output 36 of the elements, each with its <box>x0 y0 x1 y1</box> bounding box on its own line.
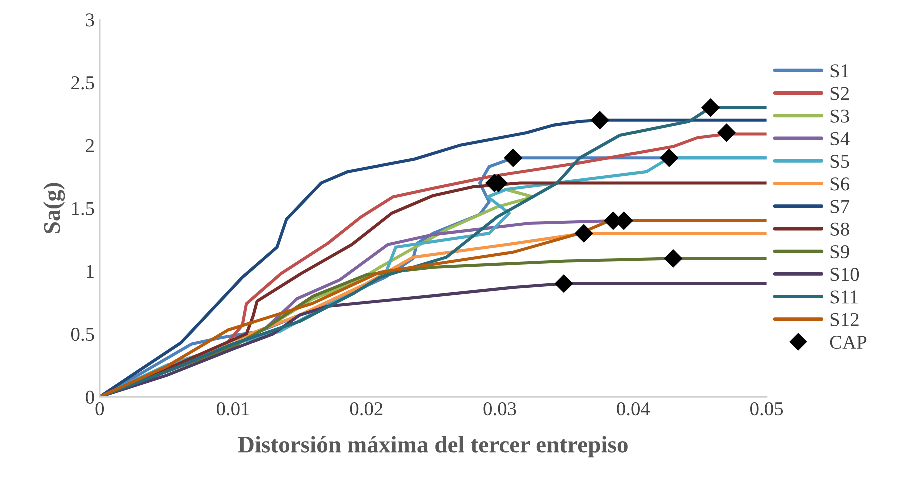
x-tick-label: 0.04 <box>617 402 650 416</box>
legend-label: S5 <box>830 155 850 168</box>
legend-label: S7 <box>830 200 850 214</box>
legend-label: S10 <box>830 268 860 282</box>
legend-label: S1 <box>830 64 849 78</box>
y-tick-label: 0.5 <box>71 328 94 342</box>
legend-label: S2 <box>830 87 850 100</box>
point <box>590 111 610 130</box>
point <box>504 148 523 168</box>
x-tick-label: 0.03 <box>484 402 516 416</box>
point <box>717 124 736 142</box>
point <box>574 224 594 243</box>
y-tick-label: 2.5 <box>72 76 94 90</box>
x-tick-label: 0.02 <box>350 402 383 416</box>
legend-label: S8 <box>830 222 850 236</box>
point <box>660 148 679 168</box>
legend-label: S6 <box>830 178 850 191</box>
x-axis-title: Distorsión máxima del tercer entrepiso <box>238 436 628 458</box>
x-tick-label: 0.01 <box>217 402 250 416</box>
y-axis-title: Sa(g) <box>44 183 66 234</box>
y-tick-label: 1 <box>87 265 94 278</box>
point <box>701 98 720 118</box>
x-tick-label: 0 <box>96 402 104 416</box>
point <box>554 274 574 294</box>
x-tick-label: 0.05 <box>750 402 784 416</box>
legend-label: S3 <box>830 110 850 123</box>
y-tick-label: 3 <box>86 14 94 27</box>
y-tick-label: 2 <box>86 139 94 152</box>
point <box>664 249 683 268</box>
y-tick-label: 1.5 <box>72 202 94 216</box>
legend-label: S4 <box>830 132 850 146</box>
legend-label: S11 <box>830 290 858 304</box>
legend-label: CAP <box>830 336 867 350</box>
legend-label: S9 <box>830 246 850 259</box>
legend-label: S12 <box>830 313 859 326</box>
y-tick-label: 0 <box>86 390 94 404</box>
